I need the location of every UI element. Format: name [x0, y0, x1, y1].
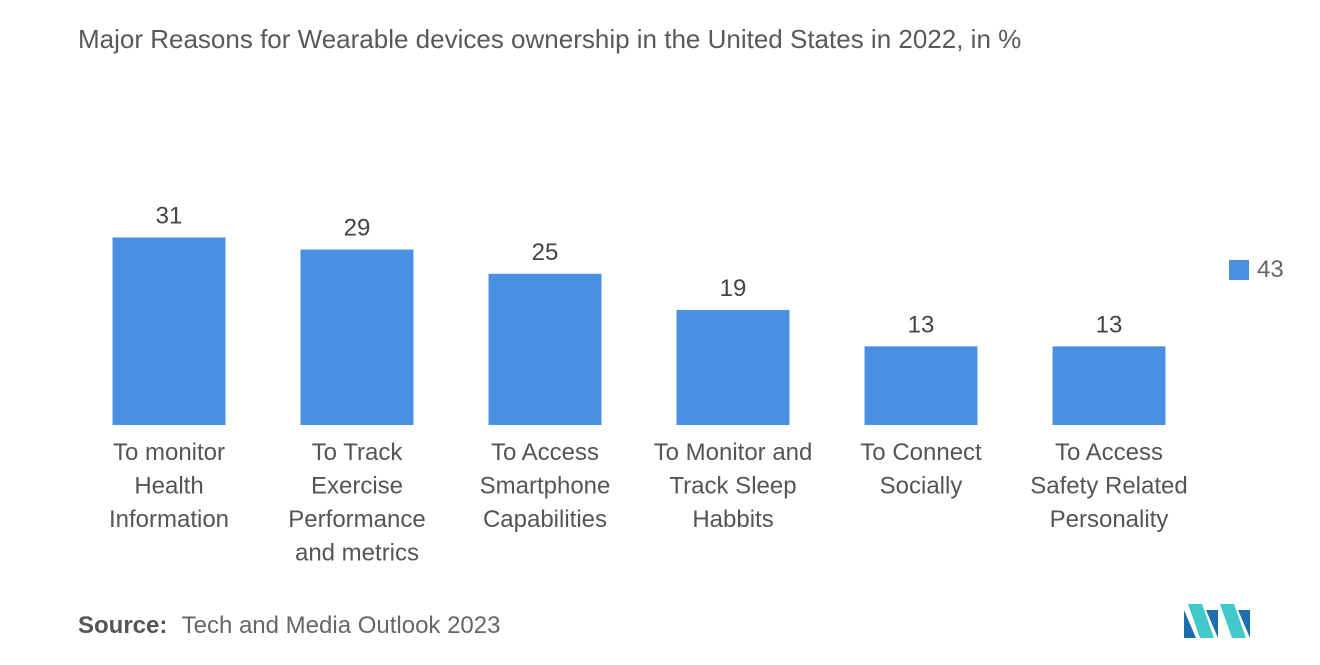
category-label-line: To Connect: [860, 439, 982, 466]
legend: 43: [1229, 256, 1284, 284]
category-label-5: To Access Safety Related Personality: [1030, 439, 1187, 533]
bar-3: [676, 310, 790, 425]
category-label-line: Habbits: [692, 506, 773, 533]
bar-0: [112, 237, 226, 425]
mordor-intelligence-logo: [1184, 604, 1250, 638]
bar-1: [300, 249, 414, 425]
value-label-5: 13: [1096, 311, 1123, 338]
category-label-0: To monitor Health Information: [109, 439, 229, 533]
bars-group: [112, 237, 1166, 425]
category-label-line: Socially: [880, 473, 963, 500]
category-label-3: To Monitor and Track Sleep Habbits: [654, 439, 813, 533]
value-label-4: 13: [908, 311, 935, 338]
category-label-1: To Track Exercise Performance and metrics: [288, 439, 425, 567]
source-text: Tech and Media Outlook 2023: [181, 612, 501, 639]
category-label-line: To monitor: [113, 439, 225, 466]
category-label-line: and metrics: [295, 540, 419, 567]
legend-swatch: [1229, 260, 1249, 280]
value-label-3: 19: [720, 275, 747, 302]
value-label-2: 25: [532, 239, 559, 266]
category-label-line: Track Sleep: [669, 473, 796, 500]
category-label-2: To Access Smartphone Capabilities: [480, 439, 611, 533]
source-key: Source:: [78, 612, 168, 639]
source-note: Source: Tech and Media Outlook 2023: [78, 612, 500, 640]
bar-chart: 31 29 25 19 13 13 To monitor Health Information…: [109, 202, 1188, 567]
bar-4: [864, 346, 978, 425]
category-label-line: To Access: [491, 439, 599, 466]
category-labels-group: To monitor Health Information To Track Exerc…: [109, 439, 1188, 567]
category-label-line: Safety Related: [1030, 473, 1187, 500]
category-label-4: To Connect Socially: [860, 439, 982, 500]
category-label-line: Smartphone: [480, 473, 611, 500]
category-label-line: To Access: [1055, 439, 1163, 466]
category-label-line: Personality: [1050, 506, 1169, 533]
value-labels-group: 31 29 25 19 13 13: [156, 202, 1123, 338]
legend-label: 43: [1257, 256, 1284, 283]
category-label-line: Health: [134, 473, 203, 500]
category-label-line: Exercise: [311, 473, 403, 500]
category-label-line: Performance: [288, 506, 425, 533]
bar-5: [1052, 346, 1166, 425]
chart-title: Major Reasons for Wearable devices owner…: [78, 24, 1022, 54]
category-label-line: Information: [109, 506, 229, 533]
value-label-1: 29: [344, 215, 371, 242]
value-label-0: 31: [156, 202, 183, 229]
bar-2: [488, 273, 602, 425]
category-label-line: To Track: [312, 439, 404, 466]
category-label-line: Capabilities: [483, 506, 607, 533]
category-label-line: To Monitor and: [654, 439, 813, 466]
